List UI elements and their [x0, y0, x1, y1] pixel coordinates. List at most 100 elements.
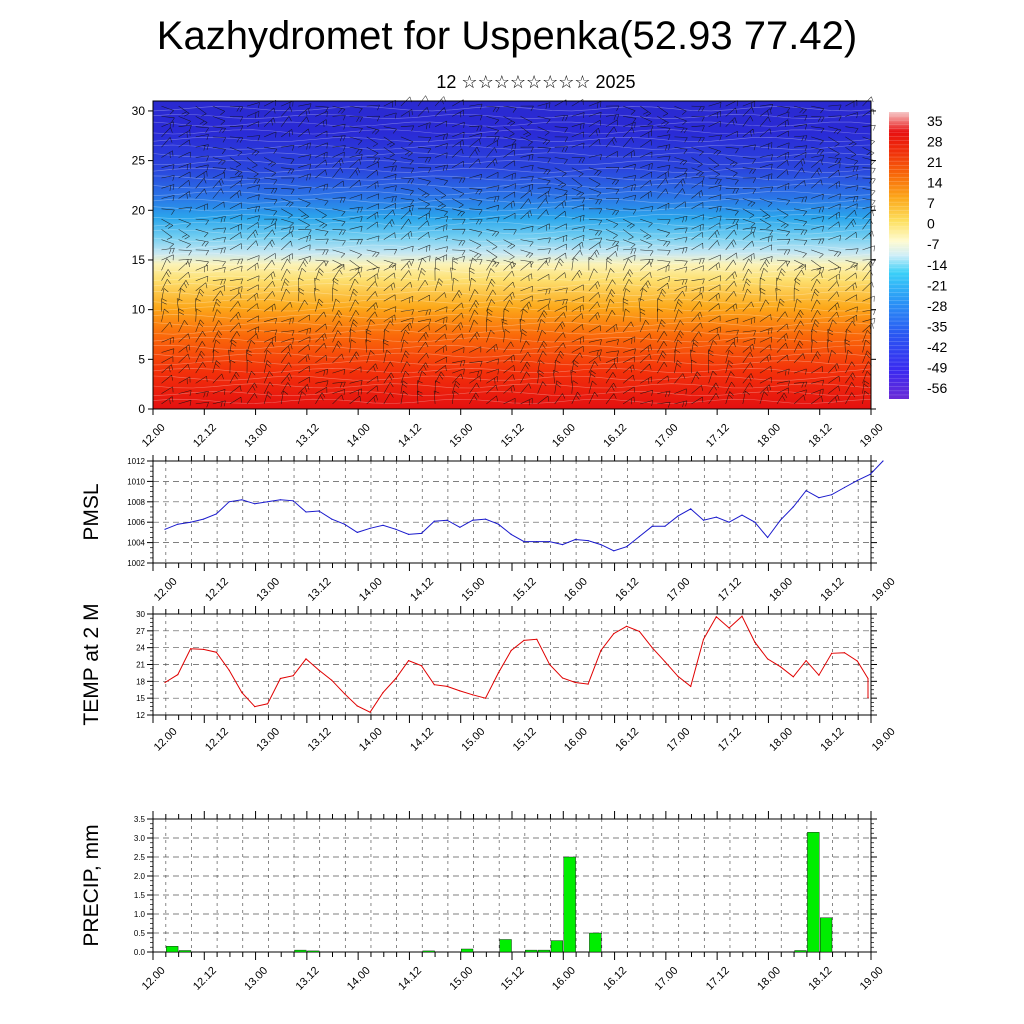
x-tick-label: 14.12: [396, 965, 424, 993]
x-tick-label: 12.12: [203, 726, 231, 754]
x-tick-label: 13.00: [242, 422, 270, 450]
pmsl-point: [600, 544, 602, 546]
pmsl-point: [331, 518, 333, 520]
pmsl-point: [279, 499, 281, 501]
temp-point: [549, 663, 551, 666]
pmsl-point: [190, 521, 192, 523]
pmsl-point: [484, 518, 487, 520]
x-tick-label: 14.12: [408, 726, 436, 754]
colorbar-label: -21: [927, 277, 947, 293]
precip-bar: [499, 939, 512, 953]
temp-point: [292, 675, 294, 677]
precip-bar: [294, 949, 307, 953]
plot-frame: [152, 460, 872, 564]
pmsl-point: [267, 501, 269, 503]
colorbar-label: -14: [927, 257, 947, 273]
temp-point: [190, 648, 192, 650]
y-tick-label: 1008: [127, 498, 145, 507]
y-tick-label: 2.0: [134, 872, 146, 881]
y-tick-label: 1.5: [134, 891, 146, 900]
temp-point: [215, 651, 217, 653]
x-tick-label: 16.12: [613, 576, 641, 604]
temp-point: [382, 692, 384, 694]
x-tick-label: 14.00: [345, 422, 373, 450]
temp-point: [446, 685, 448, 687]
precipitation-chart: 0.0 0.5 1.0 1.5 2.0 2.5 3.0 3.5 12.00 12.12 13.00 1…: [80, 811, 886, 993]
pmsl-chart: 1002 1004 1006 1008 1010 1012 12.00 12.12 13.00 1…: [80, 455, 898, 604]
grid-lines: [153, 461, 871, 563]
temp-point: [728, 627, 730, 629]
x-tick-label: 12.12: [191, 965, 219, 993]
pmsl-point: [343, 523, 346, 525]
temp-point: [843, 652, 846, 654]
pmsl-point: [164, 528, 166, 530]
grid-lines: [153, 819, 871, 952]
y-tick-label: 24: [136, 644, 145, 653]
temp-point: [792, 676, 794, 678]
pmsl-point: [292, 500, 294, 502]
x-tick-label: 13.00: [254, 576, 282, 604]
chart-title: Kazhydromet for Uspenka(52.93 77.42): [156, 14, 858, 58]
colorbar: [889, 112, 909, 399]
pmsl-point: [728, 521, 730, 523]
x-tick-label: 16.00: [562, 726, 590, 754]
temp-point: [472, 694, 474, 696]
x-tick-label: 16.00: [550, 422, 578, 450]
wind-barbs: [161, 95, 876, 408]
x-tick-label: 17.12: [704, 422, 732, 450]
temp-point: [177, 674, 179, 676]
y-tick-label: 2.5: [134, 853, 146, 862]
x-tick-label: 13.12: [294, 422, 322, 450]
pmsl-point: [715, 516, 717, 518]
y-tick-label: 5: [138, 352, 145, 366]
y-tick-label: 20: [132, 203, 146, 217]
pmsl-point: [395, 528, 397, 530]
x-tick-label: 15.12: [511, 576, 539, 604]
temp-point: [459, 690, 461, 692]
temp-point: [613, 633, 615, 635]
colorbar-stripes: [889, 115, 909, 396]
temp-point: [805, 660, 807, 662]
y-tick-label: 3.5: [134, 815, 146, 824]
y-tick-label: 1012: [127, 457, 145, 466]
pmsl-point: [420, 532, 422, 534]
temp-point: [267, 703, 269, 705]
temp-point: [305, 658, 307, 660]
x-tick-label: 17.12: [716, 576, 744, 604]
x-tick-label: 12.12: [203, 576, 231, 604]
x-tick-label: 16.00: [550, 965, 578, 993]
temperature-chart: 12 15 18 21 24 27 30 12.00 12.12 13.00 13.12 14.00 1…: [80, 605, 898, 754]
pmsl-point: [215, 513, 217, 515]
pmsl-point: [561, 544, 564, 546]
precip-bar: [461, 948, 474, 953]
precip-bar: [794, 950, 807, 953]
pmsl-point: [510, 533, 512, 535]
temp-point: [395, 677, 397, 680]
pmsl-point: [305, 511, 307, 513]
precip-bar: [589, 932, 602, 953]
pmsl-point: [202, 518, 205, 520]
x-tick-label: 15.00: [459, 576, 487, 604]
precip-bar: [178, 950, 192, 953]
x-tick-label: 15.12: [511, 726, 539, 754]
y-tick-label: 0: [138, 402, 145, 416]
x-tick-label: 15.12: [499, 422, 527, 450]
temp-point: [867, 697, 869, 699]
precip-bar: [820, 917, 833, 953]
temp-point: [867, 677, 869, 680]
pmsl-point: [254, 503, 256, 505]
temp-point: [626, 625, 628, 627]
temp-point: [651, 647, 653, 649]
pmsl-point: [408, 533, 410, 535]
grid-lines: [153, 614, 871, 715]
temp-point: [677, 675, 679, 677]
colorbar-label: 35: [927, 113, 943, 129]
pmsl-point: [741, 514, 743, 516]
temp-point: [228, 669, 230, 671]
temp-point: [202, 648, 205, 650]
y-tick-label: 21: [136, 661, 145, 670]
pmsl-point: [677, 515, 679, 517]
y-tick-label: 30: [136, 610, 145, 619]
temp-point: [856, 660, 859, 662]
